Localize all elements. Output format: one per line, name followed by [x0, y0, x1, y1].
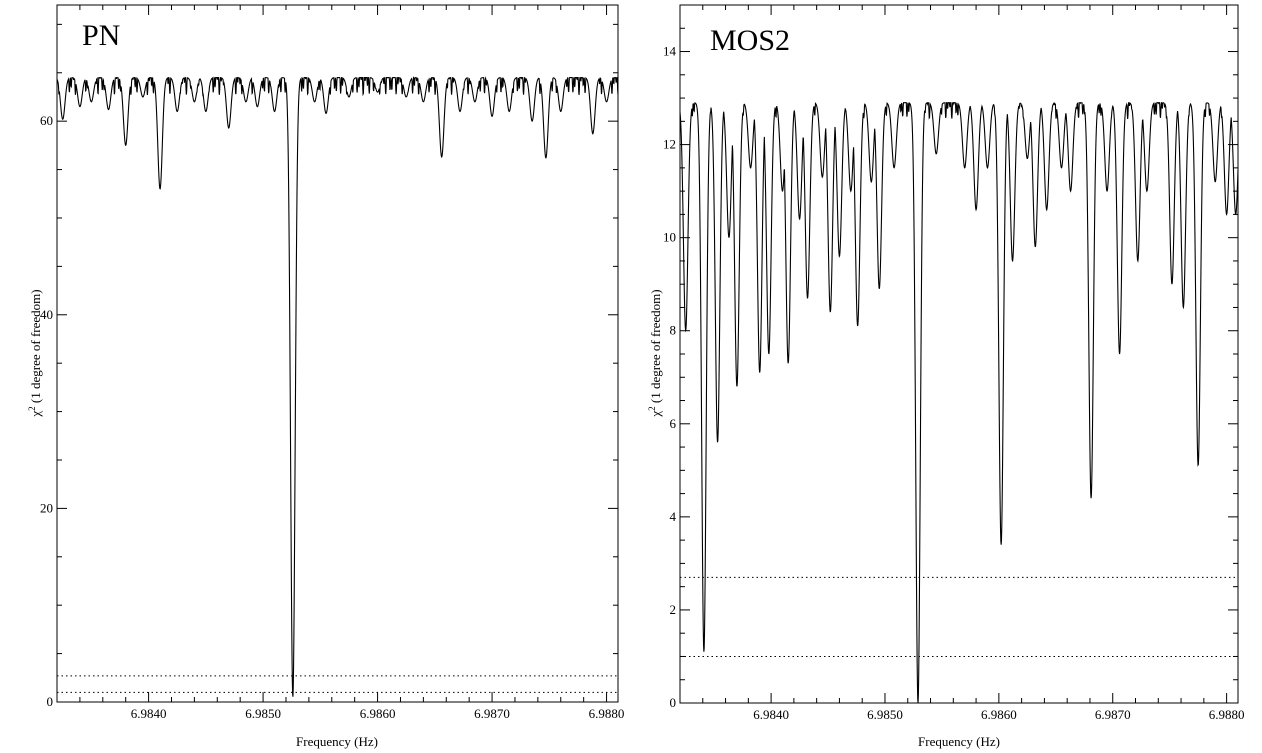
y-axis-label-sup-mos2: 2 [647, 406, 657, 411]
x-tick-label: 6.9850 [867, 707, 903, 722]
y-tick-label: 40 [40, 307, 53, 322]
x-axis-label-pn: Frequency (Hz) [296, 734, 378, 749]
y-tick-label: 14 [663, 44, 677, 59]
y-axis-label-chi-pn: χ [28, 411, 43, 418]
chart-panel-pn: 6.9840 6.9850 6.9860 6.9870 6.9880 0 20 40 60 P… [27, 4, 625, 749]
panel-title-mos2: MOS2 [710, 24, 790, 57]
x-tick-label: 6.9870 [474, 706, 510, 721]
y-tick-label: 8 [670, 323, 677, 338]
ticks-pn [56, 5, 618, 703]
y-tick-label: 10 [663, 230, 676, 245]
y-axis-label-pn: χ2 (1 degree of freedom) [27, 289, 43, 417]
y-tick-label: 20 [40, 500, 53, 515]
plot-frame-pn [56, 4, 619, 703]
y-tick-label: 6 [670, 416, 677, 431]
threshold-lines-pn [57, 675, 618, 693]
threshold-lines-mos2 [680, 576, 1238, 657]
chart-panel-mos2: 6.9840 6.9850 6.9860 6.9870 6.9880 0 2 4 6 8 10 12… [647, 4, 1244, 749]
chi-square-curve-mos2 [679, 101, 1239, 703]
y-tick-label: 4 [670, 509, 677, 524]
x-tick-label: 6.9840 [131, 706, 167, 721]
x-tick-label: 6.9880 [1209, 707, 1245, 722]
y-tick-label: 60 [40, 113, 53, 128]
y-axis-label-mos2: χ2 (1 degree of freedom) [647, 289, 663, 417]
y-tick-label: 12 [663, 137, 676, 152]
y-tick-labels-mos2: 0 2 4 6 8 10 12 14 [663, 44, 677, 710]
x-axis-label-mos2: Frequency (Hz) [918, 734, 1000, 749]
x-tick-label: 6.9860 [981, 707, 1017, 722]
y-axis-label-sup-pn: 2 [27, 406, 37, 411]
y-axis-label-text-pn: (1 degree of freedom) [28, 289, 43, 406]
y-tick-labels-pn: 0 20 40 60 [40, 113, 53, 709]
y-tick-label: 0 [47, 694, 54, 709]
y-axis-label-chi-mos2: χ [648, 411, 663, 418]
x-tick-label: 6.9870 [1095, 707, 1131, 722]
x-tick-labels-mos2: 6.9840 6.9850 6.9860 6.9870 6.9880 [753, 707, 1244, 722]
x-tick-label: 6.9880 [589, 706, 625, 721]
x-tick-label: 6.9860 [360, 706, 396, 721]
x-tick-label: 6.9850 [245, 706, 281, 721]
chi-square-curve-pn [56, 76, 619, 697]
panel-title-pn: PN [82, 19, 120, 52]
y-axis-label-text-mos2: (1 degree of freedom) [648, 289, 663, 406]
y-tick-label: 2 [670, 602, 677, 617]
x-tick-label: 6.9840 [753, 707, 789, 722]
y-tick-label: 0 [670, 695, 677, 710]
ticks-mos2 [679, 4, 1238, 704]
x-tick-labels-pn: 6.9840 6.9850 6.9860 6.9870 6.9880 [131, 706, 625, 721]
